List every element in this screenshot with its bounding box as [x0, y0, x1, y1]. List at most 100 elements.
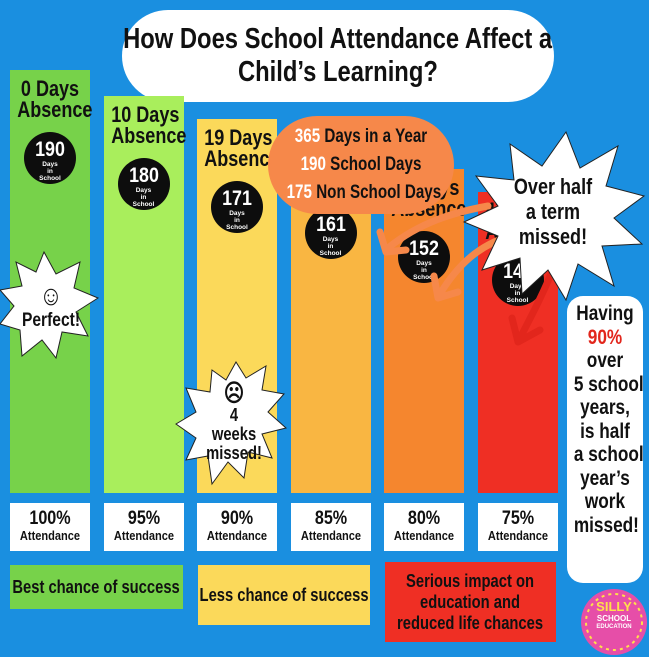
school-days-value: 190	[35, 138, 65, 161]
circle-sub-label: School	[413, 273, 435, 281]
having-line-3: over	[586, 349, 624, 372]
serious-line-2: education and	[420, 591, 521, 612]
title-box: How Does School Attendance Affect a Chil…	[122, 10, 554, 102]
circle-sub-label: in	[47, 168, 53, 175]
less-chance-box: Less chance of success	[198, 565, 370, 625]
absence-word: Absence	[17, 97, 93, 122]
serious-impact-box: Serious impact on education and reduced …	[385, 562, 556, 642]
attendance-percent: 75%	[501, 508, 534, 529]
logo-circle-icon	[581, 589, 647, 655]
circle-sub-label: Days	[509, 283, 526, 291]
facts-num-2: 190	[300, 154, 326, 175]
perfect-star-text: ☺ Perfect!	[8, 282, 94, 332]
attendance-percent: 95%	[127, 508, 160, 529]
having-line-2: 90%	[587, 325, 623, 349]
best-chance-label: Best chance of success	[12, 576, 181, 597]
having-90-panel: Having 90% over 5 school years, is half …	[567, 296, 644, 583]
weeks-line-1: 4	[229, 405, 239, 425]
perfect-label: Perfect!	[21, 310, 81, 331]
attendance-box: 95% Attendance	[103, 503, 184, 551]
bar-1: 10 Days Absence 180 Days in School	[103, 96, 186, 493]
attendance-percent: 90%	[220, 508, 254, 529]
logo-line-2: SCHOOL	[596, 614, 632, 623]
circle-sub-label: School	[319, 250, 342, 258]
logo: SILLY SCHOOL EDUCATION	[582, 600, 646, 631]
attendance-word: Attendance	[206, 528, 268, 543]
circle-sub-label: in	[140, 194, 147, 201]
over-half-star-text: Over half a term missed!	[498, 174, 608, 249]
school-days-value: 180	[128, 164, 159, 187]
circle-sub-label: in	[514, 290, 521, 298]
logo-line-3: EDUCATION	[596, 624, 632, 630]
facts-pill: 365 Days in a Year 190 School Days 175 N…	[268, 116, 454, 214]
attendance-box: 80% Attendance	[384, 503, 464, 551]
circle-sub-label: in	[327, 243, 334, 251]
less-chance-label: Less chance of success	[199, 584, 369, 605]
having-line-10: missed!	[573, 513, 639, 537]
serious-line-3: reduced life chances	[397, 612, 544, 633]
attendance-percent: 80%	[407, 508, 441, 529]
best-chance-box: Best chance of success	[10, 565, 183, 609]
school-days-circle: 152 Days in School	[398, 230, 450, 283]
arrow-to-29-days-head-icon	[430, 272, 462, 302]
bar-absence-label: 10 Days Absence	[104, 102, 186, 147]
circle-sub-label: School	[506, 297, 529, 305]
absence-days: 19 Days	[204, 125, 273, 151]
having-line-5: years,	[580, 396, 630, 419]
facts-text-3: Non School Days	[316, 182, 442, 203]
circle-sub-label: Days	[229, 210, 245, 218]
attendance-percent: 85%	[314, 508, 347, 529]
circle-sub-label: School	[226, 224, 248, 232]
attendance-box: 90% Attendance	[197, 503, 277, 551]
weeks-line-2: weeks	[211, 424, 257, 444]
school-days-value: 171	[222, 187, 252, 211]
facts-line-1: 365 Days in a Year	[287, 123, 436, 151]
facts-num-3: 175	[286, 182, 312, 203]
weeks-starburst-icon	[175, 361, 288, 486]
attendance-word: Attendance	[487, 528, 548, 543]
circle-sub-label: in	[421, 266, 427, 274]
bar-0: 0 Days Absence 190 Days in School	[10, 70, 93, 493]
absence-days: 0 Days	[20, 76, 80, 101]
facts-line-3: 175 Non School Days	[286, 179, 442, 207]
weeks-line-3: missed!	[206, 443, 262, 463]
over-half-line-3: missed!	[518, 224, 588, 249]
over-half-starburst-icon	[462, 130, 646, 302]
school-days-circle: 171 Days in School	[211, 181, 263, 234]
school-days-value: 161	[315, 213, 346, 237]
circle-sub-label: Days	[135, 187, 152, 194]
sad-face-icon: ☹	[223, 380, 245, 407]
absence-word: Absence	[204, 146, 280, 172]
over-half-line-1: Over half	[513, 174, 593, 199]
arrow-to-47-days-head-icon	[508, 314, 544, 346]
having-line-6: is half	[580, 419, 630, 443]
facts-num-1: 365	[294, 126, 321, 147]
facts-text-2: School Days	[330, 154, 422, 175]
having-line-1: Having	[576, 302, 634, 325]
school-days-circle: 190 Days in School	[24, 132, 76, 184]
smile-face-icon: ☺	[39, 280, 63, 311]
attendance-word: Attendance	[393, 528, 455, 543]
having-line-9: work	[584, 490, 626, 513]
title-line-1: How Does School Attendance Affect a	[123, 23, 553, 55]
absence-days: 10 Days	[110, 102, 179, 127]
arrow-to-facts-head-icon	[376, 228, 410, 256]
circle-sub-label: Days	[416, 259, 432, 267]
school-days-circle: 180 Days in School	[117, 158, 170, 210]
bar-absence-label: 0 Days Absence	[10, 76, 93, 122]
logo-line-1: SILLY	[596, 599, 632, 614]
circle-sub-label: Days	[322, 236, 339, 244]
circle-sub-label: Days	[42, 161, 58, 168]
school-days-value: 152	[409, 236, 439, 260]
bar-absence-label: 19 Days Absence	[197, 125, 280, 172]
attendance-word: Attendance	[300, 528, 361, 543]
circle-sub-label: in	[234, 217, 240, 225]
attendance-box: 85% Attendance	[290, 503, 371, 551]
attendance-box: 100% Attendance	[10, 503, 90, 551]
school-days-circle: 161 Days in School	[304, 207, 357, 260]
circle-sub-label: School	[39, 175, 61, 182]
having-line-8: year’s	[580, 466, 630, 490]
weeks-star-text: ☹ 4 weeks missed!	[188, 382, 280, 463]
facts-line-2: 190 School Days	[287, 151, 436, 179]
